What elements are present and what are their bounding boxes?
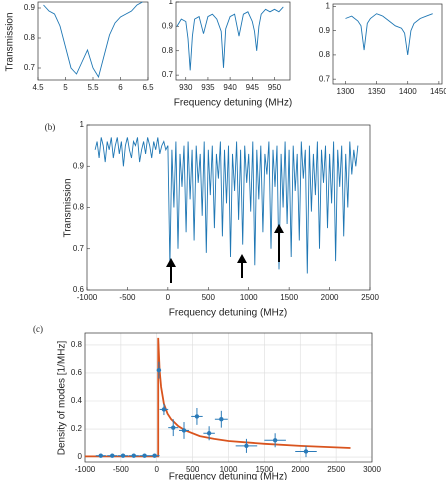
- x-tick-label: 930: [179, 83, 193, 92]
- y-tick-label: 0.9: [73, 161, 85, 170]
- data-point: [152, 453, 157, 458]
- fit-curve: [85, 337, 351, 458]
- y-tick-label: 0.7: [73, 244, 85, 253]
- data-point: [120, 453, 126, 458]
- y-tick-label: 0.6: [71, 368, 83, 377]
- y-tick-label: 0.7: [162, 70, 174, 79]
- y-tick-label: 0.8: [319, 50, 331, 59]
- x-tick-label: 2500: [361, 293, 379, 302]
- x-tick-label: 6: [118, 83, 123, 92]
- x-tick-label: 0: [155, 465, 160, 474]
- axes-box: [175, 1, 291, 81]
- y-tick-label: 0.4: [71, 396, 83, 405]
- y-tick-label: 0.8: [162, 46, 174, 55]
- y-tick-label: 0.9: [319, 26, 331, 35]
- x-tick-label: 1350: [368, 87, 386, 96]
- data-point: [110, 453, 115, 458]
- spectrum-line: [176, 6, 284, 71]
- data-point: [194, 414, 200, 419]
- axes-box: [37, 1, 149, 81]
- x-tick-label: -500: [113, 465, 130, 474]
- y-tick-label: 1: [169, 0, 174, 6]
- axes-box: [332, 3, 443, 85]
- x-tick-label: 5: [63, 83, 68, 92]
- x-tick-label: 940: [223, 83, 237, 92]
- x-tick-label: 6.5: [142, 83, 154, 92]
- data-point: [303, 449, 309, 454]
- axes-box: [84, 332, 373, 463]
- data-point: [219, 417, 224, 422]
- y-axis-label: Transmission: [5, 12, 16, 71]
- x-tick-label: 1400: [399, 87, 417, 96]
- panel-label: (c): [33, 324, 43, 334]
- x-tick-label: 500: [202, 293, 216, 302]
- spectrum-line: [345, 13, 433, 55]
- data-point: [171, 425, 176, 430]
- arrow-head: [166, 258, 176, 267]
- x-tick-label: 5.5: [87, 83, 99, 92]
- data-point: [244, 443, 249, 449]
- data-point: [272, 438, 278, 443]
- y-tick-label: 1: [326, 2, 331, 11]
- x-tick-label: 1500: [280, 293, 298, 302]
- arrow-head: [274, 224, 284, 233]
- x-axis-label: Frequency detuning (MHz): [174, 98, 292, 109]
- x-tick-label: 3000: [363, 465, 381, 474]
- y-tick-label: 1: [80, 120, 85, 129]
- panel-label: (b): [45, 122, 56, 132]
- y-tick-label: 0.7: [319, 74, 331, 83]
- arrows: [166, 224, 284, 283]
- x-tick-label: 935: [201, 83, 215, 92]
- data-point: [161, 407, 167, 412]
- y-tick-label: 0.9: [24, 3, 36, 12]
- arrow-head: [237, 254, 247, 263]
- x-tick-label: 1500: [255, 465, 273, 474]
- data-point: [206, 431, 212, 436]
- y-tick-label: 0.6: [73, 285, 85, 294]
- x-tick-label: 1450: [430, 87, 446, 96]
- y-tick-label: 0.2: [71, 424, 83, 433]
- x-tick-label: -1000: [75, 465, 96, 474]
- x-tick-label: -1000: [77, 293, 98, 302]
- x-tick-label: 950: [268, 83, 282, 92]
- data-point: [98, 453, 103, 458]
- y-tick-label: 0: [78, 452, 83, 461]
- x-tick-label: 2000: [321, 293, 339, 302]
- x-tick-label: 2000: [291, 465, 309, 474]
- x-tick-label: -500: [119, 293, 136, 302]
- y-tick-label: 0.8: [73, 203, 85, 212]
- x-tick-label: 0: [166, 293, 171, 302]
- y-tick-label: 0.8: [71, 340, 83, 349]
- data-point: [131, 453, 136, 458]
- x-tick-label: 500: [186, 465, 200, 474]
- y-axis-label: Transmission: [63, 178, 74, 237]
- data-point: [181, 428, 187, 433]
- x-tick-label: 1000: [240, 293, 258, 302]
- x-tick-label: 4.5: [32, 83, 44, 92]
- x-tick-label: 945: [246, 83, 260, 92]
- x-axis-label: Frequency detuning (MHz): [169, 308, 287, 319]
- y-tick-label: 0.7: [24, 63, 36, 72]
- x-tick-label: 1000: [220, 465, 238, 474]
- x-tick-label: 2500: [327, 465, 345, 474]
- x-axis-label: Frequency detuning (MHz): [169, 472, 287, 480]
- data-point: [142, 453, 147, 458]
- axes-box: [86, 124, 371, 291]
- x-tick-label: 1300: [337, 87, 355, 96]
- data-point: [156, 367, 162, 373]
- y-tick-label: 0.8: [24, 33, 36, 42]
- y-tick-label: 0.9: [162, 21, 174, 30]
- y-axis-label: Density of modes [1/MHz]: [57, 341, 68, 456]
- spectrum-line: [43, 1, 143, 79]
- spectrum-line: [94, 137, 359, 274]
